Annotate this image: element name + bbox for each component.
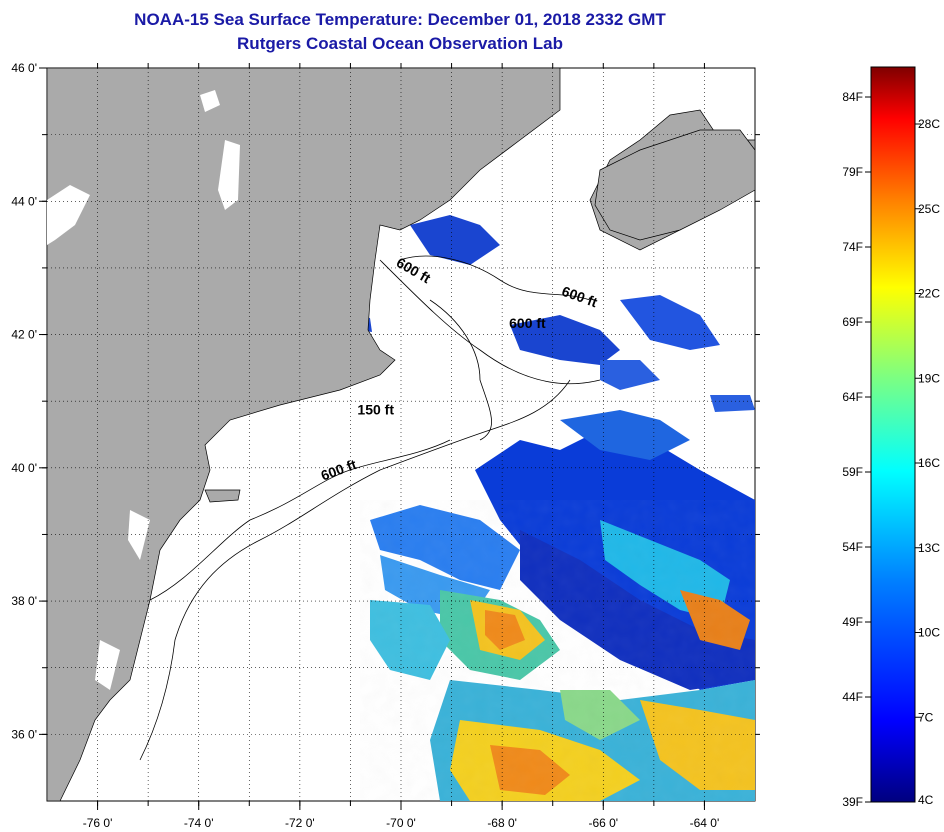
- colorbar-c-label: 13C: [918, 541, 940, 555]
- lon-tick-label: -68 0': [487, 816, 517, 830]
- colorbar-c-label: 10C: [918, 626, 940, 640]
- lat-tick-label: 40 0': [11, 461, 37, 475]
- colorbar-f-label: 59F: [842, 465, 863, 479]
- inland-water: [47, 90, 240, 690]
- colorbar-c-label: 7C: [918, 710, 934, 724]
- lon-tick-label: -72 0': [285, 816, 315, 830]
- lon-tick-label: -66 0': [588, 816, 618, 830]
- colorbar-labels: 84F 79F 74F 69F 64F 59F 54F 49F 44F 39F 28C 25C 22C 1…: [842, 90, 940, 809]
- colorbar-f-label: 74F: [842, 240, 863, 254]
- lat-tick-label: 46 0': [11, 61, 37, 75]
- lat-tick-label: 36 0': [11, 727, 37, 741]
- colorbar-f-label: 39F: [842, 795, 863, 809]
- colorbar-f-label: 49F: [842, 615, 863, 629]
- colorbar-c-label: 28C: [918, 117, 940, 131]
- contour-label: 150 ft: [357, 402, 394, 418]
- colorbar: [870, 66, 916, 803]
- colorbar-c-label: 4C: [918, 793, 934, 807]
- lon-tick-label: -64 0': [690, 816, 720, 830]
- bathymetry-contours: [139, 255, 601, 761]
- contour-label: 600 ft: [509, 315, 546, 331]
- colorbar-f-label: 64F: [842, 390, 863, 404]
- colorbar-f-label: 54F: [842, 540, 863, 554]
- map-subtitle: Rutgers Coastal Ocean Observation Lab: [237, 34, 563, 53]
- lat-tick-label: 42 0': [11, 328, 37, 342]
- lat-tick-label: 38 0': [11, 594, 37, 608]
- sst-swath: [355, 215, 755, 801]
- colorbar-f-label: 69F: [842, 315, 863, 329]
- axis-ticks: [39, 63, 760, 810]
- colorbar-f-label: 84F: [842, 90, 863, 104]
- lon-tick-label: -76 0': [83, 816, 113, 830]
- map-title: NOAA-15 Sea Surface Temperature: Decembe…: [134, 10, 666, 29]
- colorbar-f-label: 79F: [842, 165, 863, 179]
- colorbar-c-label: 16C: [918, 456, 940, 470]
- lon-tick-label: -70 0': [386, 816, 416, 830]
- land: [47, 68, 755, 801]
- lat-tick-label: 44 0': [11, 194, 37, 208]
- colorbar-c-label: 19C: [918, 371, 940, 385]
- colorbar-ticks: [865, 96, 921, 803]
- colorbar-f-label: 44F: [842, 690, 863, 704]
- axis-tick-labels: 46 0' 44 0' 42 0' 40 0' 38 0' 36 0' -76 0' -74 …: [11, 61, 719, 830]
- colorbar-c-label: 22C: [918, 287, 940, 301]
- lon-tick-label: -74 0': [184, 816, 214, 830]
- colorbar-c-label: 25C: [918, 202, 940, 216]
